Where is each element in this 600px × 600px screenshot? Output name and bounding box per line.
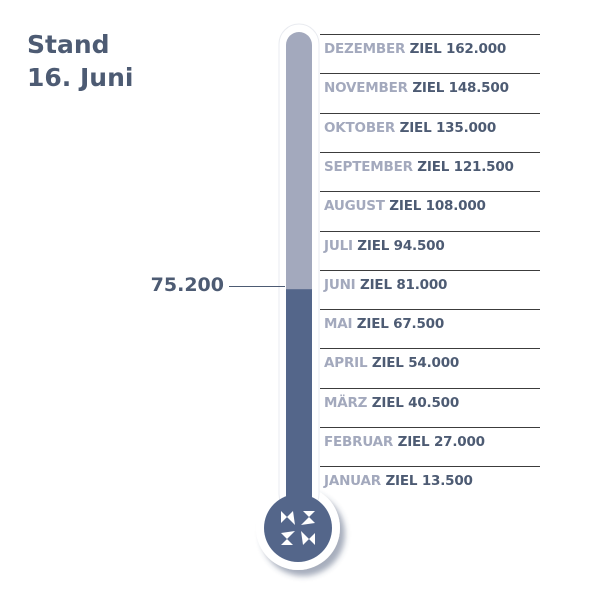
month-row: APRIL ZIEL 54.000 — [320, 348, 540, 388]
month-name: MAI — [324, 316, 353, 333]
goal-target: 81.000 — [396, 276, 448, 293]
goal-target: 94.500 — [393, 237, 445, 254]
month-goal-label: JULI ZIEL 94.500 — [324, 238, 445, 254]
month-goal-label: APRIL ZIEL 54.000 — [324, 355, 459, 371]
month-name: JANUAR — [324, 473, 381, 490]
goal-target: 13.500 — [421, 473, 473, 490]
month-row: FEBRUAR ZIEL 27.000 — [320, 427, 540, 467]
goal-word: ZIEL — [352, 316, 394, 333]
month-goal-label: JANUAR ZIEL 13.500 — [324, 473, 473, 489]
current-value-pointer — [229, 286, 285, 287]
goal-target: 27.000 — [433, 434, 485, 450]
month-goal-label: MÄRZ ZIEL 40.500 — [324, 395, 459, 411]
month-name: FEBRUAR — [324, 434, 394, 450]
month-row: MÄRZ ZIEL 40.500 — [320, 387, 540, 428]
month-row: OKTOBER ZIEL 135.000 — [320, 112, 540, 153]
goal-word: ZIEL — [355, 276, 397, 293]
month-row: MAI ZIEL 67.500 — [320, 309, 540, 349]
month-row: JULI ZIEL 94.500 — [320, 230, 540, 271]
month-name: APRIL — [324, 355, 368, 372]
goal-word: ZIEL — [393, 434, 434, 450]
goal-target: 148.500 — [448, 80, 509, 97]
month-name: DEZEMBER — [324, 41, 406, 57]
month-goal-label: DEZEMBER ZIEL 162.000 — [324, 41, 506, 57]
month-row: NOVEMBER ZIEL 148.500 — [320, 73, 540, 113]
four-arrows-icon — [281, 511, 315, 545]
goal-word: ZIEL — [384, 198, 426, 215]
month-goal-label: OKTOBER ZIEL 135.000 — [324, 120, 496, 136]
month-goal-label: FEBRUAR ZIEL 27.000 — [324, 434, 485, 450]
month-goal-label: SEPTEMBER ZIEL 121.500 — [324, 159, 514, 175]
month-name: SEPTEMBER — [324, 158, 413, 175]
goal-target: 162.000 — [446, 41, 507, 57]
month-name: MÄRZ — [324, 394, 368, 411]
current-value: 75.200 — [150, 274, 224, 296]
month-row: JANUAR ZIEL 13.500 — [320, 466, 540, 506]
title-line-date: 16. Juni — [27, 63, 134, 92]
month-name: NOVEMBER — [324, 80, 408, 97]
page-title: Stand 16. Juni — [27, 28, 133, 94]
goal-target: 108.000 — [425, 198, 486, 215]
month-row: DEZEMBER ZIEL 162.000 — [320, 34, 540, 74]
goal-target: 135.000 — [435, 119, 497, 136]
goal-word: ZIEL — [367, 394, 409, 411]
goal-word: ZIEL — [352, 237, 394, 254]
thermometer-tube-fill — [286, 289, 312, 512]
title-line-stand: Stand — [27, 30, 110, 59]
month-name: JULI — [324, 237, 353, 254]
month-name: OKTOBER — [324, 119, 396, 136]
goal-target: 121.500 — [453, 158, 514, 175]
goal-target: 40.500 — [408, 394, 460, 411]
month-goal-label: MAI ZIEL 67.500 — [324, 316, 444, 332]
month-row: AUGUST ZIEL 108.000 — [320, 191, 540, 231]
month-goal-label: AUGUST ZIEL 108.000 — [324, 198, 486, 214]
goal-word: ZIEL — [407, 80, 449, 97]
goal-word: ZIEL — [367, 355, 409, 372]
month-name: AUGUST — [324, 198, 385, 215]
month-goal-label: JUNI ZIEL 81.000 — [324, 277, 447, 293]
month-row: JUNI ZIEL 81.000 — [320, 269, 540, 310]
month-goal-label: NOVEMBER ZIEL 148.500 — [324, 80, 509, 96]
goal-word: ZIEL — [395, 119, 436, 136]
month-name: JUNI — [324, 276, 356, 293]
goal-target: 54.000 — [408, 355, 460, 372]
goal-word: ZIEL — [412, 158, 454, 175]
goal-target: 67.500 — [393, 316, 445, 333]
month-row: SEPTEMBER ZIEL 121.500 — [320, 151, 540, 192]
goal-word: ZIEL — [405, 41, 447, 57]
goal-word: ZIEL — [380, 473, 422, 490]
